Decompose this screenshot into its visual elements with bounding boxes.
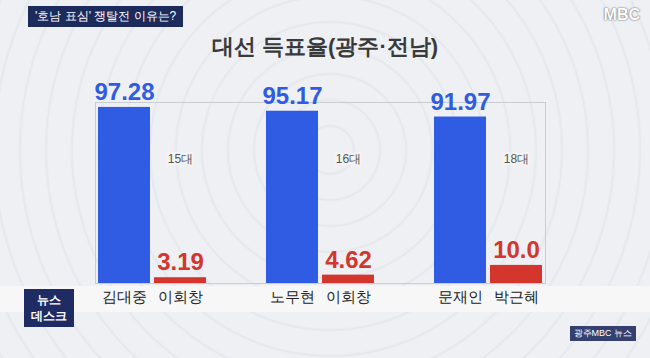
svg-text:16대: 16대 <box>336 152 361 166</box>
html-text:MBC: MBC <box>603 6 640 23</box>
html-text:'호남 표심' 쟁탈전 이유는?: '호남 표심' 쟁탈전 이유는? <box>35 9 177 23</box>
svg-text:15대: 15대 <box>168 152 193 166</box>
html-text:데스크: 데스크 <box>31 309 67 323</box>
html-text:뉴스: 뉴스 <box>37 293 61 307</box>
svg-text:박근혜: 박근혜 <box>494 288 539 305</box>
svg-text:10.0: 10.0 <box>493 236 540 263</box>
html-text:대선 득표율(광주·전남): 대선 득표율(광주·전남) <box>212 34 438 59</box>
svg-text:91.97: 91.97 <box>430 88 490 115</box>
svg-text:이회창: 이회창 <box>158 288 203 305</box>
svg-text:95.17: 95.17 <box>262 82 322 109</box>
svg-text:3.19: 3.19 <box>157 248 204 275</box>
svg-text:김대중: 김대중 <box>102 288 147 305</box>
svg-text:이회창: 이회창 <box>326 288 371 305</box>
svg-text:4.62: 4.62 <box>325 246 372 273</box>
html-text:광주MBC 뉴스: 광주MBC 뉴스 <box>573 328 632 338</box>
svg-text:18대: 18대 <box>504 152 529 166</box>
svg-text:문재인: 문재인 <box>438 288 483 305</box>
svg-text:97.28: 97.28 <box>94 78 154 105</box>
svg-text:노무현: 노무현 <box>270 288 315 305</box>
